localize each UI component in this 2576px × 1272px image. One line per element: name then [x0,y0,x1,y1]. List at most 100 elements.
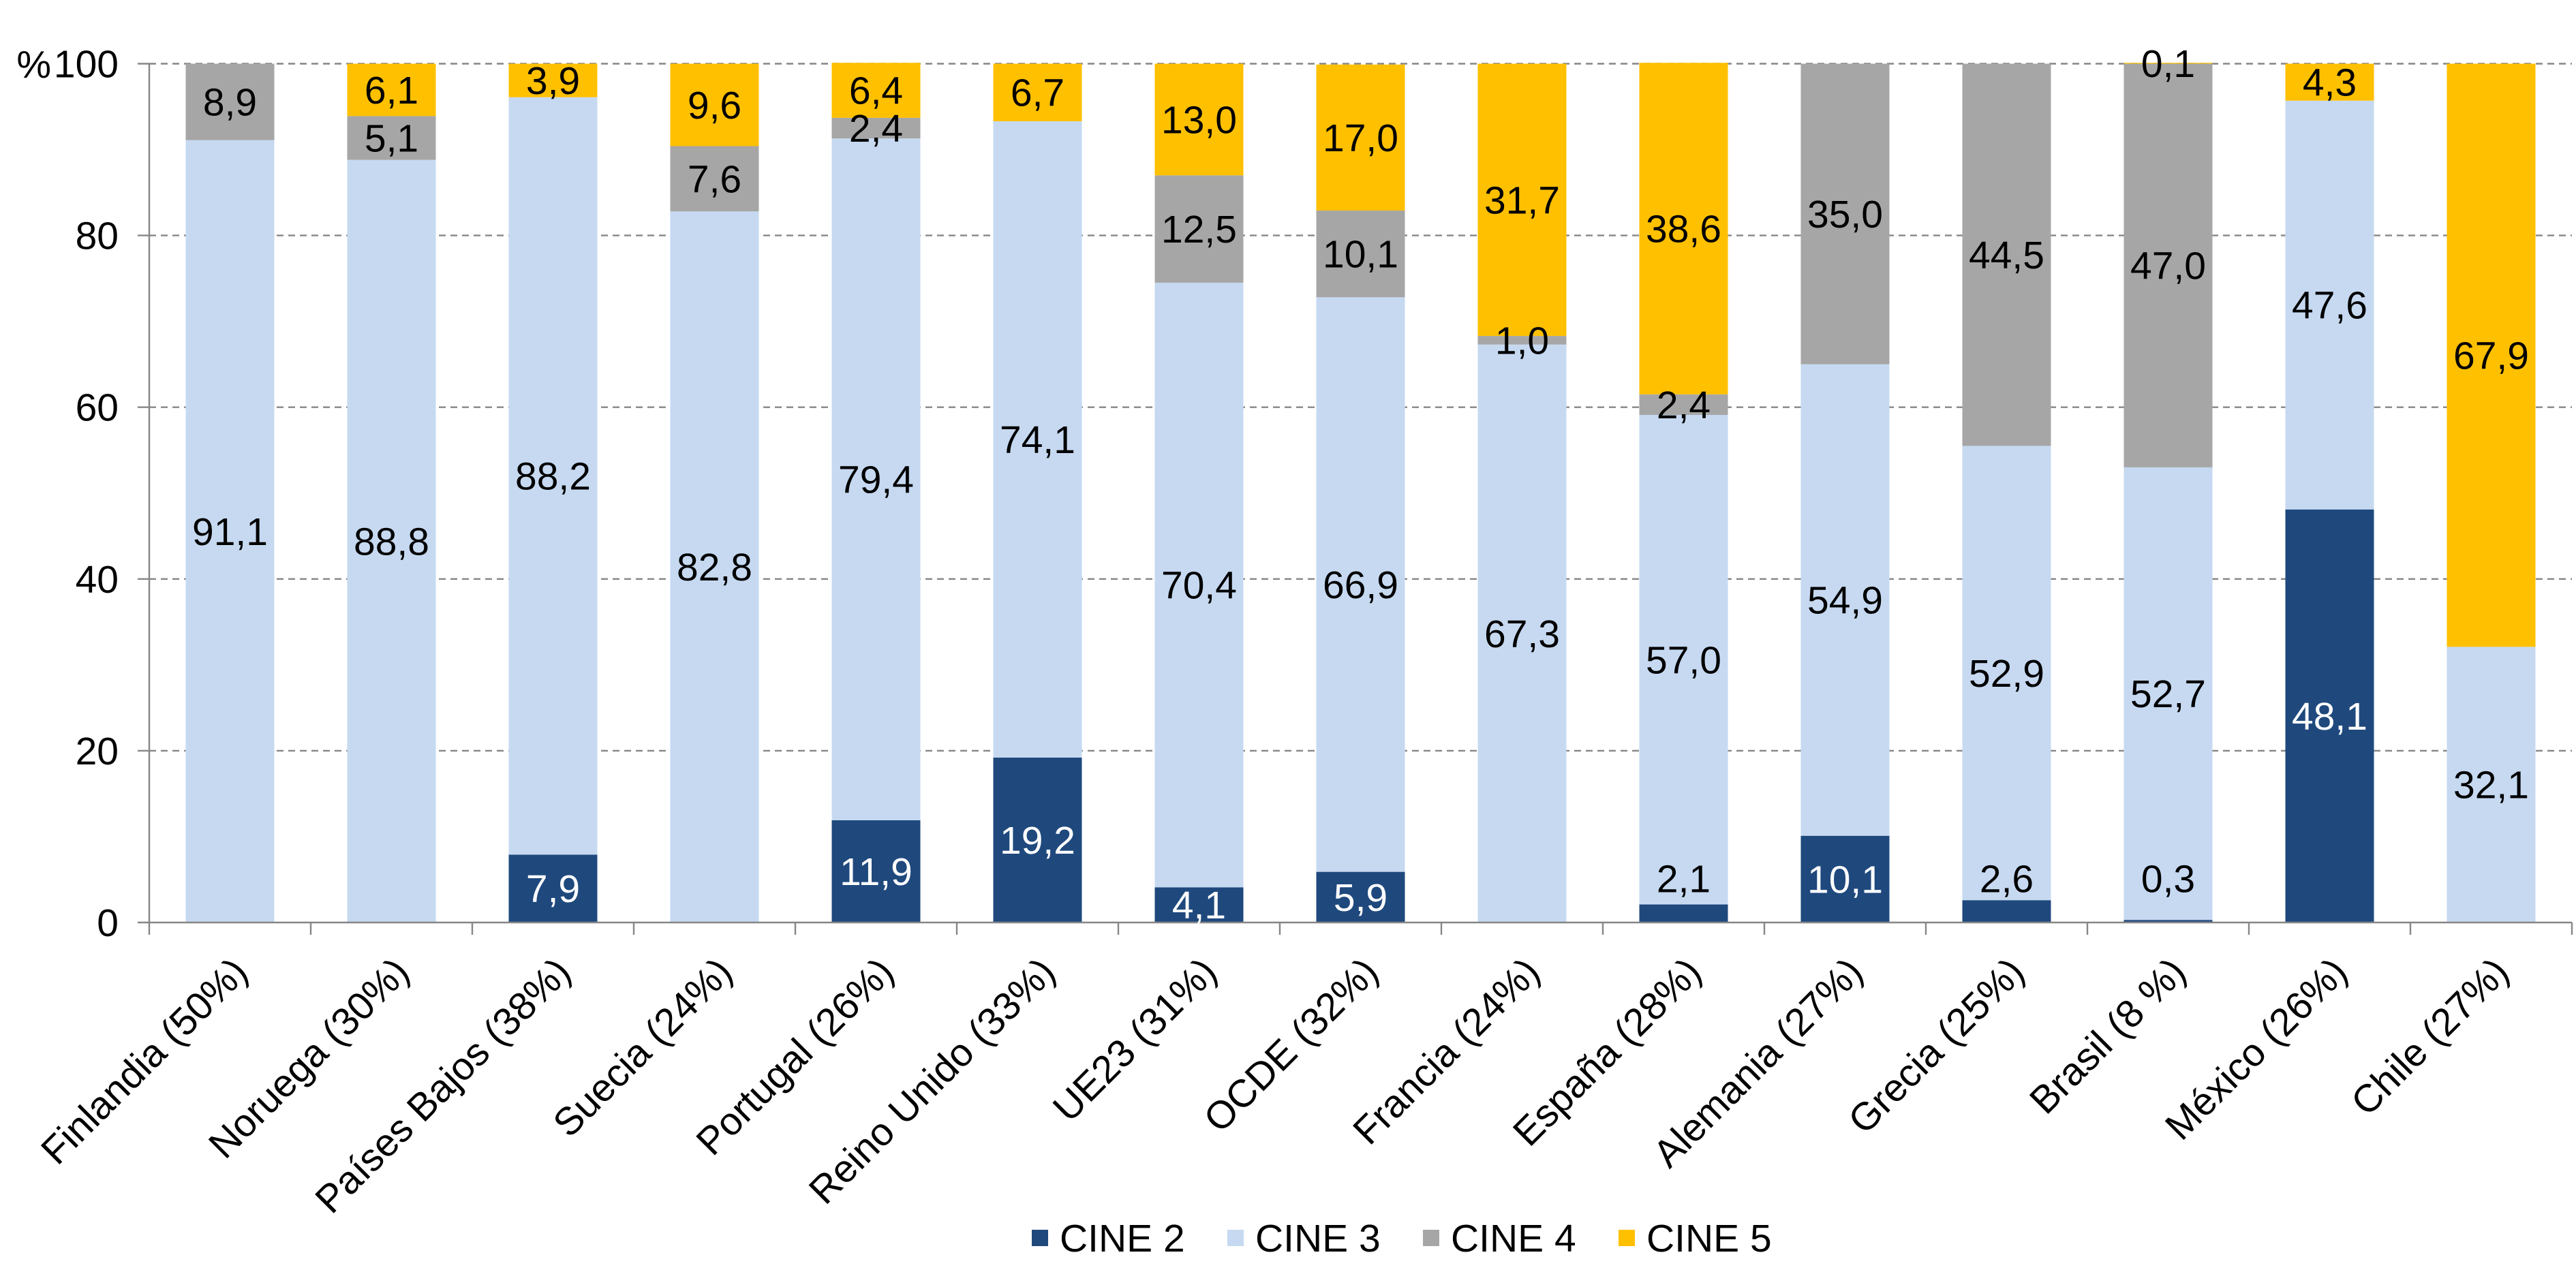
bar-segment-cine-5 [2285,63,2374,101]
bar-segment-cine-5 [670,63,759,146]
y-axis: % 0 20 40 60 80 100 [16,43,119,946]
value-label-cine-2: 5,9 [1334,876,1387,920]
legend-label: CINE 2 [1060,1217,1185,1260]
value-label-cine-2: 0,3 [2141,858,2195,901]
value-label-cine-3: 52,9 [1969,652,2044,696]
value-label-cine-4: 8,9 [203,81,257,125]
value-label-cine-5: 67,9 [2453,334,2529,377]
y-tick-label: 20 [76,730,119,773]
legend-swatch [1227,1230,1244,1246]
value-label-cine-3: 88,2 [515,455,591,499]
bar-segment-cine-3 [2123,467,2213,920]
value-label-cine-2: 19,2 [1000,819,1075,863]
bar-segment-cine-2 [1639,904,1728,922]
x-tick-label: Chile (27%) [2343,950,2517,1124]
legend-item-cine-4: CINE 4 [1423,1217,1576,1260]
value-label-cine-4: 1,0 [1495,319,1549,362]
value-label-cine-5: 17,0 [1323,117,1398,160]
bars [185,63,2536,923]
y-tick-label: 0 [97,901,119,945]
value-label-cine-5: 6,1 [365,69,418,112]
bar-segment-cine-4 [347,116,436,160]
bar-segment-cine-3 [508,97,598,855]
value-label-cine-5: 9,6 [688,84,741,127]
value-label-cine-5: 6,7 [1011,72,1064,115]
value-labels: 91,1 8,9 88,8 5,1 6,1 7,9 88,2 3,9 82,8 7,6 9,6 11,… [192,42,2529,927]
bar-segment-cine-4 [1800,63,1890,364]
axes [138,63,2573,935]
bar-segment-cine-3 [1639,415,1728,905]
bar-segment-cine-4 [2123,63,2213,467]
bar-segment-cine-3 [2285,100,2374,510]
legend-label: CINE 3 [1255,1217,1381,1260]
bar-segment-cine-4 [1962,63,2051,446]
value-label-cine-3: 79,4 [838,459,914,502]
bar-segment-cine-2 [993,757,1082,922]
value-label-cine-2: 2,6 [1980,858,2034,901]
value-label-cine-5: 0,1 [2141,42,2195,86]
bar-segment-cine-4 [670,146,759,212]
bar-segment-cine-3 [1800,364,1890,836]
bar-segment-cine-3 [831,138,921,821]
legend-swatch [1619,1230,1635,1246]
x-tick-label: UE23 (31%) [1045,950,1225,1130]
bar-segment-cine-5 [831,63,921,118]
bar-segment-cine-4 [1639,394,1728,416]
y-tick-label: 80 [76,215,119,258]
value-label-cine-4: 2,4 [849,107,903,151]
legend-label: CINE 4 [1451,1217,1576,1260]
value-label-cine-2: 4,1 [1172,884,1226,927]
bar-segment-cine-2 [831,820,921,922]
x-tick-label: Brasil (8 %) [2021,950,2194,1123]
value-label-cine-3: 67,3 [1484,612,1560,656]
legend-swatch [1423,1230,1439,1246]
bar-segment-cine-4 [1477,336,1567,345]
bar-segment-cine-3 [993,121,1082,758]
value-label-cine-4: 44,5 [1969,234,2044,277]
value-label-cine-3: 52,7 [2130,672,2206,716]
bar-segment-cine-3 [185,140,275,923]
value-label-cine-2: 7,9 [526,867,580,911]
legend-label: CINE 5 [1646,1217,1772,1260]
value-label-cine-5: 3,9 [526,59,580,103]
bar-segment-cine-5 [1639,63,1728,394]
legend-item-cine-5: CINE 5 [1619,1217,1772,1260]
value-label-cine-5: 31,7 [1484,179,1560,222]
bar-segment-cine-2 [1316,871,1405,922]
bar-segment-cine-2 [1962,900,2051,922]
bar-segment-cine-5 [1316,64,1405,211]
bar-segment-cine-3 [347,159,436,922]
bar-segment-cine-2 [2285,509,2374,922]
value-label-cine-3: 82,8 [677,546,752,589]
value-label-cine-3: 70,4 [1161,564,1237,608]
value-label-cine-3: 57,0 [1646,638,1721,682]
y-tick-label: 40 [76,558,119,602]
bar-segment-cine-5 [993,63,1082,121]
value-label-cine-3: 32,1 [2453,764,2529,807]
value-label-cine-3: 66,9 [1323,563,1398,607]
legend: CINE 2 CINE 3 CINE 4 CINE 5 [1032,1217,1772,1260]
value-label-cine-2: 11,9 [840,850,913,894]
value-label-cine-3: 47,6 [2292,284,2367,328]
bar-segment-cine-3 [670,211,759,922]
y-tick-label: 60 [76,386,119,430]
value-label-cine-5: 4,3 [2303,61,2357,105]
bar-segment-cine-2 [1154,887,1244,922]
bar-segment-cine-5 [1477,63,1567,337]
y-tick-label: 100 [54,43,119,87]
bar-segment-cine-4 [185,63,275,140]
value-label-cine-3: 88,8 [354,520,429,563]
value-label-cine-2: 48,1 [2292,695,2367,739]
value-label-cine-2: 10,1 [1807,858,1883,901]
bar-segment-cine-5 [2447,63,2536,647]
value-label-cine-4: 5,1 [365,117,418,161]
value-label-cine-4: 7,6 [688,157,741,201]
bar-segment-cine-3 [1477,344,1567,923]
bar-segment-cine-2 [1800,835,1890,922]
y-axis-unit-label: % [16,43,51,87]
value-label-cine-5: 38,6 [1646,208,1721,251]
value-label-cine-3: 91,1 [192,510,268,554]
value-label-cine-4: 47,0 [2130,245,2206,288]
bar-segment-cine-5 [1154,63,1244,176]
bar-segment-cine-4 [1316,211,1405,298]
